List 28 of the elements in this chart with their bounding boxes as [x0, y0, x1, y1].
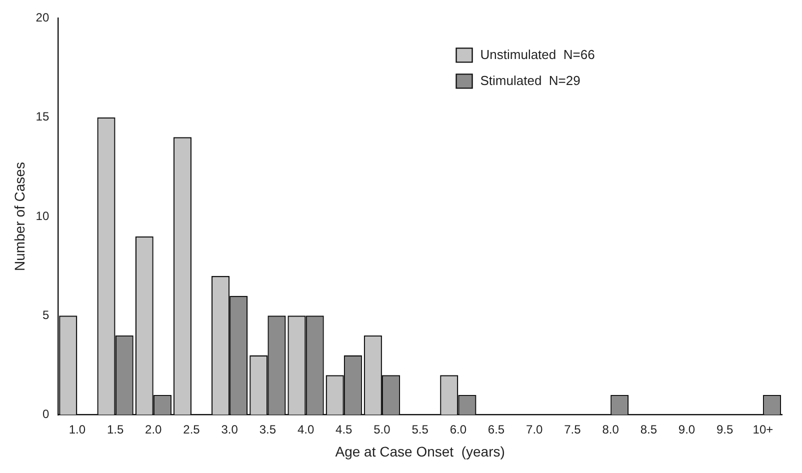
x-tick-label: 2.0	[145, 422, 162, 436]
y-tick-label: 15	[36, 110, 50, 124]
x-tick-label: 7.0	[526, 422, 544, 436]
y-tick-label: 10	[36, 208, 50, 223]
x-tick-label: 8.0	[602, 422, 620, 436]
y-tick-label: 0	[42, 407, 50, 422]
x-tick-label: 1.0	[68, 422, 86, 436]
x-tick-label: 1.5	[106, 422, 124, 436]
y-tick-label: 5	[42, 308, 50, 322]
legend-label: Stimulated N=29	[480, 72, 580, 88]
x-tick-label: 5.5	[412, 422, 429, 436]
x-tick-label: 3.5	[259, 422, 276, 436]
x-tick-label: 4.5	[336, 422, 353, 436]
x-tick-label: 4.0	[297, 422, 314, 436]
x-tick-label: 7.5	[564, 422, 582, 436]
x-tick-label: 8.5	[640, 422, 658, 436]
legend-label: Unstimulated N=66	[480, 46, 595, 62]
y-tick-label: 20	[36, 10, 50, 25]
x-axis-title: Age at Case Onset (years)	[335, 443, 505, 460]
y-axis-title: Number of Cases	[11, 162, 28, 271]
x-tick-label: 6.5	[488, 422, 505, 436]
x-tick-label: 9.0	[678, 422, 696, 436]
x-tick-label: 9.5	[716, 422, 734, 436]
x-tick-label: 2.5	[183, 422, 200, 436]
x-tick-label: 5.0	[374, 422, 391, 436]
x-tick-label: 6.0	[450, 422, 467, 436]
x-tick-label: 10+	[752, 422, 774, 436]
x-tick-label: 3.0	[221, 422, 238, 436]
